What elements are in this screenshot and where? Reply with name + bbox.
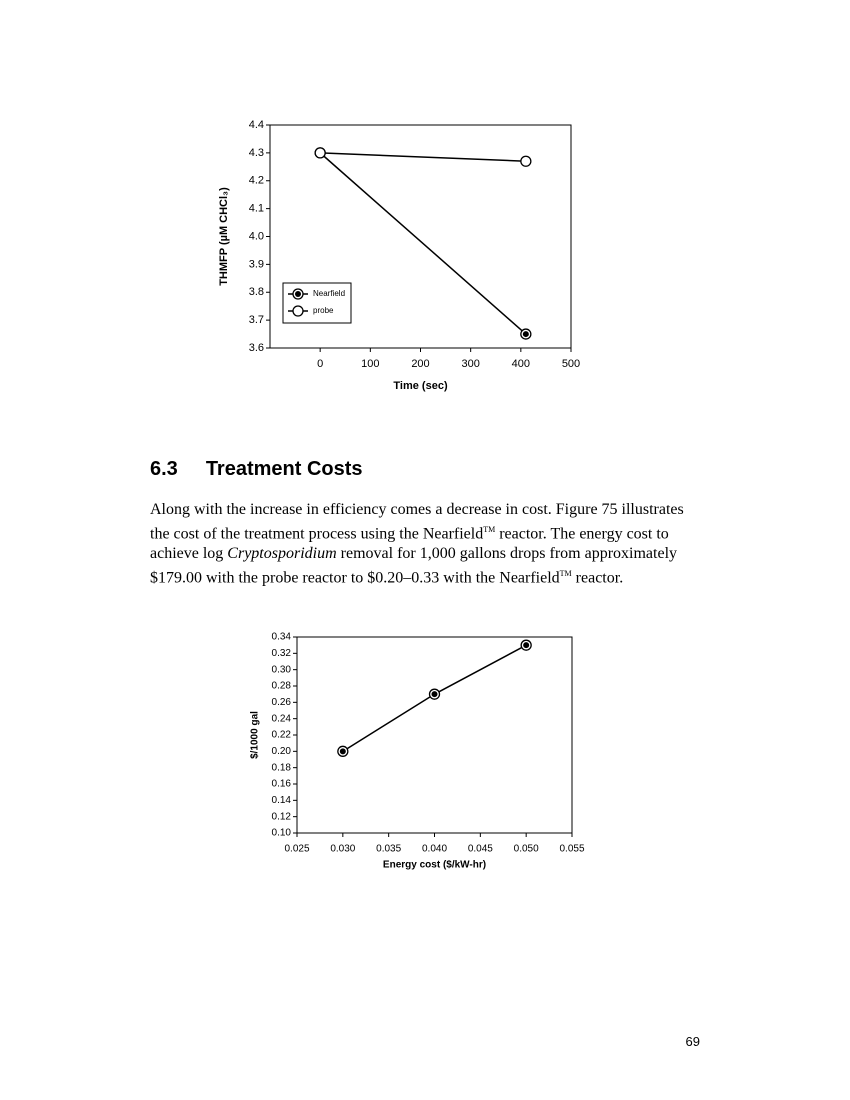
y-tick-label: 0.14 bbox=[272, 795, 292, 806]
y-tick-label: 0.28 bbox=[272, 681, 292, 692]
y-tick-label: 3.7 bbox=[249, 314, 264, 326]
data-point-core bbox=[522, 331, 529, 338]
y-tick-label: 0.10 bbox=[272, 828, 292, 839]
legend-box bbox=[282, 282, 352, 324]
y-tick-label: 0.32 bbox=[272, 648, 292, 659]
y-tick-label: 0.16 bbox=[272, 779, 292, 790]
y-tick-label: 4.3 bbox=[249, 147, 264, 159]
data-point-core bbox=[523, 642, 530, 649]
section-number: 6.3 bbox=[150, 458, 178, 480]
data-point-core bbox=[339, 748, 346, 755]
x-tick-label: 0 bbox=[317, 358, 323, 370]
y-tick-label: 4.0 bbox=[249, 230, 264, 242]
y-tick-label: 4.2 bbox=[249, 175, 264, 187]
y-tick-label: 4.1 bbox=[249, 203, 264, 215]
y-tick-label: 0.12 bbox=[272, 811, 292, 822]
series-line bbox=[320, 152, 526, 162]
x-axis-label: Time (sec) bbox=[393, 380, 448, 392]
paragraph-text: Cryptosporidium bbox=[227, 545, 337, 563]
section-heading: 6.3 Treatment Costs bbox=[150, 458, 391, 481]
x-tick-label: 200 bbox=[411, 358, 429, 370]
paragraph-text: reactor. The energy cost to achieve log bbox=[150, 525, 669, 563]
data-point bbox=[520, 155, 532, 167]
y-tick-label: 0.18 bbox=[272, 762, 292, 773]
paragraph-text: removal for 1,000 gallons drops from app… bbox=[150, 545, 678, 587]
paragraph: Along with the increase in efficiency co… bbox=[150, 500, 698, 589]
legend-label: Nearfield bbox=[313, 289, 345, 298]
x-tick-label: 0.050 bbox=[514, 844, 539, 855]
x-tick-label: 500 bbox=[562, 358, 580, 370]
x-tick-label: 300 bbox=[461, 358, 479, 370]
x-axis-label: Energy cost ($/kW-hr) bbox=[383, 860, 486, 871]
y-tick-label: 3.6 bbox=[249, 342, 264, 354]
data-point-core bbox=[431, 691, 438, 698]
x-tick-label: 0.025 bbox=[284, 844, 309, 855]
x-tick-label: 0.045 bbox=[468, 844, 493, 855]
x-tick-label: 100 bbox=[361, 358, 379, 370]
y-axis-label: $/1000 gal bbox=[250, 711, 261, 759]
x-tick-label: 0.040 bbox=[422, 844, 447, 855]
data-point bbox=[314, 147, 326, 159]
y-tick-label: 0.30 bbox=[272, 664, 292, 675]
x-tick-label: 400 bbox=[512, 358, 530, 370]
y-tick-label: 0.34 bbox=[272, 632, 292, 643]
x-tick-label: 0.055 bbox=[559, 844, 584, 855]
data-point-core bbox=[295, 291, 301, 297]
y-tick-label: 0.22 bbox=[272, 730, 292, 741]
y-tick-label: 4.4 bbox=[249, 119, 264, 131]
y-axis-label: THMFP (µM CHCl₃) bbox=[218, 187, 230, 286]
paragraph-text: Along with the increase in efficiency co… bbox=[150, 501, 684, 543]
x-tick-label: 0.030 bbox=[330, 844, 355, 855]
y-tick-label: 0.24 bbox=[272, 713, 292, 724]
y-tick-label: 0.20 bbox=[272, 746, 292, 757]
page-number: 69 bbox=[685, 1034, 700, 1049]
data-point bbox=[292, 305, 304, 317]
series-line bbox=[319, 152, 527, 335]
paragraph-text: TM bbox=[559, 569, 572, 579]
y-tick-label: 3.9 bbox=[249, 258, 264, 270]
y-tick-label: 0.26 bbox=[272, 697, 292, 708]
paragraph-text: TM bbox=[483, 525, 496, 534]
plot-frame bbox=[296, 636, 573, 834]
x-tick-label: 0.035 bbox=[376, 844, 401, 855]
legend-label: probe bbox=[313, 306, 334, 315]
y-tick-label: 3.8 bbox=[249, 286, 264, 298]
paragraph-text: reactor. bbox=[571, 569, 624, 587]
section-title: Treatment Costs bbox=[205, 458, 363, 480]
